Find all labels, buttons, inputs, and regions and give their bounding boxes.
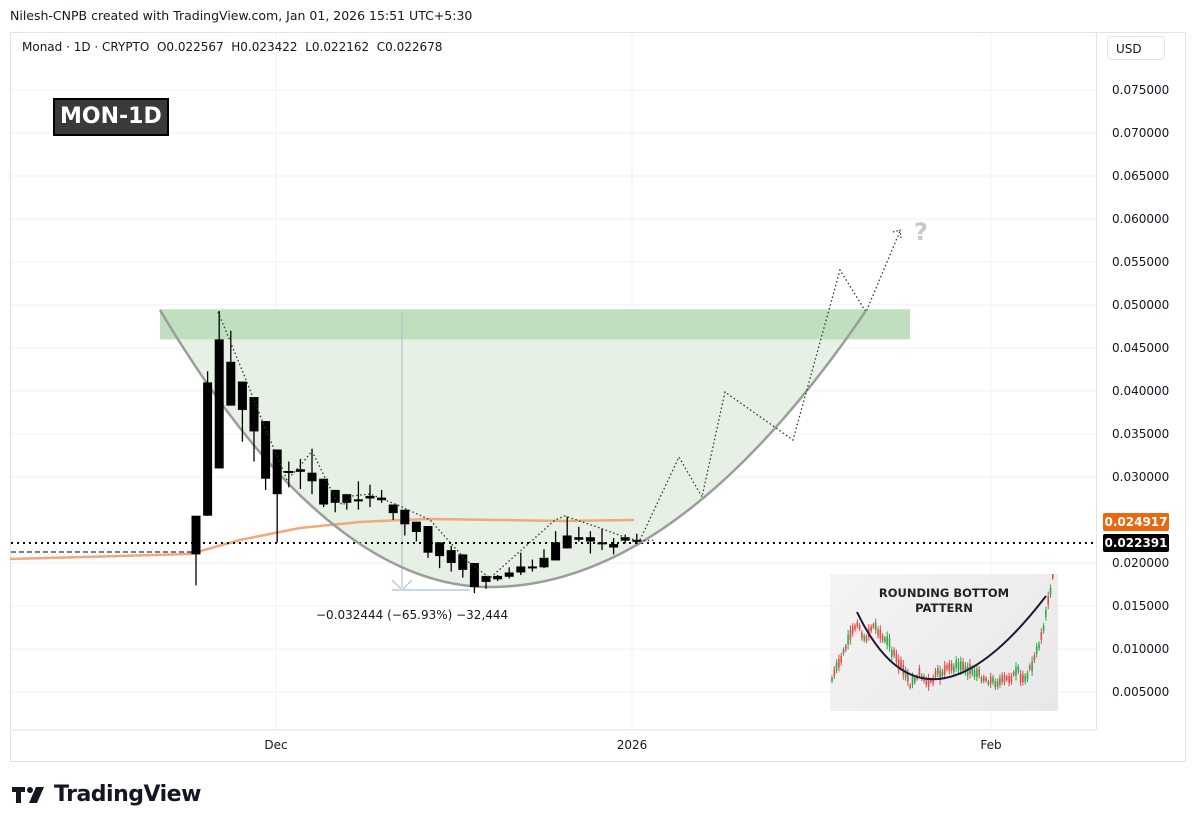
chart-frame (10, 32, 1186, 762)
time-axis-label: Dec (264, 738, 288, 752)
symbol-legend: Monad · 1D · CRYPTO O0.022567 H0.023422 … (22, 40, 443, 54)
price-axis-label: 0.050000 (1112, 298, 1170, 312)
symbol-tag: MON-1D (53, 98, 169, 136)
resistance-zone (160, 309, 910, 340)
tradingview-logo[interactable]: TradingView (12, 782, 201, 807)
price-axis-label: 0.030000 (1112, 470, 1170, 484)
price-axis-label: 0.075000 (1112, 83, 1170, 97)
price-axis-label: 0.055000 (1112, 255, 1170, 269)
rounding-bottom-inset-image: ROUNDING BOTTOM PATTERN (830, 574, 1058, 711)
question-mark: ? (914, 218, 928, 246)
moving-average-line (9, 517, 635, 561)
inset-chart (831, 574, 1054, 691)
price-axis-label: 0.005000 (1112, 685, 1170, 699)
price-axis-label: 0.020000 (1112, 556, 1170, 570)
time-axis-label: Feb (980, 738, 1002, 752)
chart-credit: Nilesh-CNPB created with TradingView.com… (10, 8, 473, 23)
price-axis-label: 0.045000 (1112, 341, 1170, 355)
inset-title-line2: PATTERN (915, 601, 973, 615)
last-price-tag: 0.022391 (1103, 534, 1169, 552)
price-axis-label: 0.015000 (1112, 599, 1170, 613)
tradingview-brand: TradingView (54, 782, 201, 807)
price-axis-label: 0.040000 (1112, 384, 1170, 398)
price-axis-divider (1096, 32, 1097, 730)
pattern-fill (160, 310, 865, 587)
price-axis-label: 0.060000 (1112, 212, 1170, 226)
time-axis-label: 2026 (616, 738, 648, 752)
price-path-dotted (217, 311, 656, 579)
measure-label: −0.032444 (−65.93%) −32,444 (316, 608, 509, 622)
price-axis-label: 0.065000 (1112, 169, 1170, 183)
tradingview-logo-icon (12, 786, 44, 803)
inset-title: ROUNDING BOTTOM PATTERN (830, 586, 1058, 616)
price-axis-label: 0.035000 (1112, 427, 1170, 441)
price-axis-label: 0.070000 (1112, 126, 1170, 140)
ma-price-tag: 0.024917 (1103, 513, 1169, 531)
currency-button[interactable]: USD (1107, 36, 1165, 60)
inset-title-line1: ROUNDING BOTTOM (878, 586, 1010, 600)
price-axis-label: 0.010000 (1112, 642, 1170, 656)
